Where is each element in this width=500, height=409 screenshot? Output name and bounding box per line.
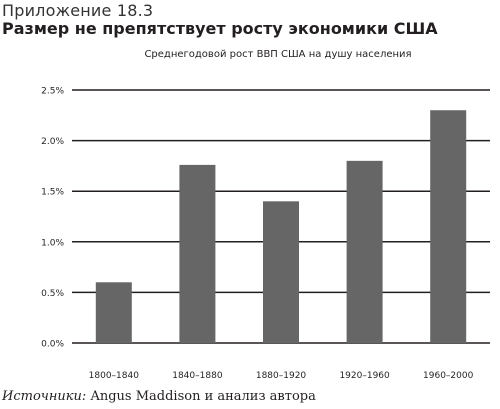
y-tick-label: 1.0% <box>41 238 64 248</box>
bar <box>430 110 467 344</box>
y-tick-label: 1.5% <box>41 188 64 198</box>
x-tick-label: 1800–1840 <box>89 371 140 381</box>
y-tick-label: 2.0% <box>41 137 64 147</box>
chart-title: Среднегодовой рост ВВП США на душу насел… <box>144 49 411 60</box>
source-text: Angus Maddison и анализ автора <box>86 389 316 404</box>
y-tick-label: 0.5% <box>41 289 64 299</box>
x-tick-label: 1880–1920 <box>256 371 307 381</box>
bar <box>95 282 132 343</box>
bar <box>346 160 383 343</box>
bar <box>179 164 216 343</box>
x-tick-label: 1920–1960 <box>339 371 390 381</box>
x-tick-label: 1840–1880 <box>172 371 223 381</box>
source-note: Источники: Angus Maddison и анализ автор… <box>2 389 316 404</box>
y-tick-label: 2.5% <box>41 87 64 97</box>
figure-title: Размер не препятствует росту экономики С… <box>2 19 438 38</box>
appendix-label: Приложение 18.3 <box>2 1 154 20</box>
y-tick-label: 0.0% <box>41 340 64 350</box>
bar <box>263 201 299 343</box>
x-tick-label: 1960–2000 <box>423 371 474 381</box>
source-label: Источники: <box>2 389 87 404</box>
